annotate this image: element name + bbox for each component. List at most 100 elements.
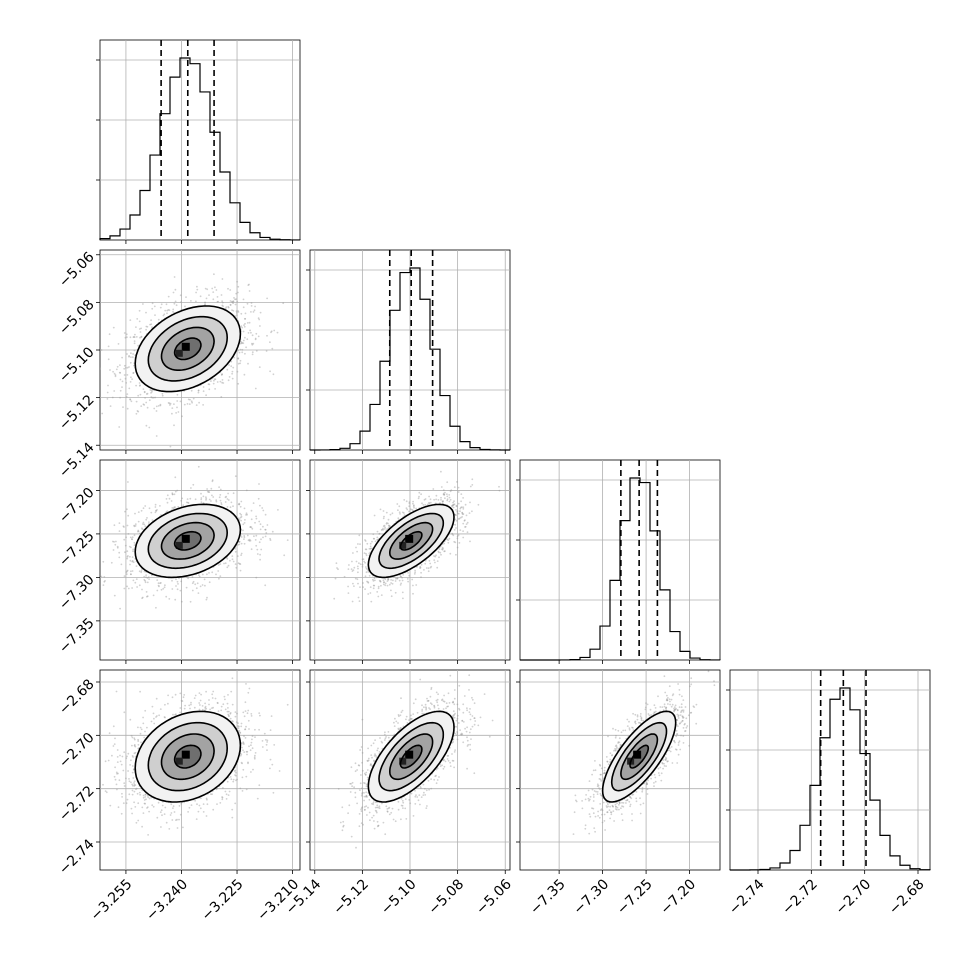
sample-point [259,325,261,327]
sample-point [364,561,366,564]
sample-point [204,287,207,290]
sample-point [143,391,146,394]
sample-point [137,520,140,523]
sample-point [126,353,128,355]
sample-point [454,523,457,526]
sample-point [138,320,141,323]
sample-point [429,501,432,504]
sample-point [158,585,160,588]
sample-point [241,341,244,344]
sample-point [264,513,267,516]
sample-point [129,398,132,401]
sample-point [125,571,128,574]
sample-point [140,570,143,572]
sample-point [220,294,223,296]
sample-point [138,570,141,573]
sample-point [172,310,174,313]
sample-point [219,494,222,496]
sample-point [234,298,236,301]
sample-point [132,372,135,374]
sample-point [217,564,220,566]
sample-point [117,343,120,345]
sample-point [207,491,210,493]
sample-point [247,362,249,365]
sample-point [143,404,146,406]
sample-point [240,325,243,327]
sample-point [238,351,241,354]
sample-point [452,503,455,506]
sample-point [243,324,245,326]
sample-point [98,541,100,543]
sample-point [138,584,141,587]
sample-point [245,514,247,516]
sample-point [185,501,188,504]
sample-point [248,539,251,542]
sample-point [387,524,390,527]
sample-point [223,562,225,565]
sample-point [439,551,442,554]
sample-point [248,290,251,292]
sample-point [208,572,210,574]
sample-point [180,600,183,603]
sample-point [131,536,134,539]
sample-point [234,563,237,565]
sample-point [227,564,230,567]
sample-point [113,372,116,375]
sample-point [243,542,246,545]
sample-point [123,538,126,541]
density-peak [175,541,183,549]
sample-point [191,589,194,592]
sample-point [121,380,124,383]
sample-point [157,582,160,585]
sample-point [460,506,463,508]
sample-point [363,552,366,554]
sample-point [231,555,234,557]
sample-point [405,500,408,503]
sample-point [122,406,124,408]
sample-point [382,525,385,528]
sample-point [441,500,444,503]
sample-point [347,585,349,588]
sample-point [382,583,385,586]
sample-point [462,513,465,515]
sample-point [227,306,230,309]
sample-point [228,364,230,366]
sample-point [168,402,171,405]
sample-point [151,302,154,305]
sample-point [164,584,166,587]
sample-point [134,512,136,515]
sample-point [174,288,177,291]
sample-point [235,310,238,313]
sample-point [242,298,245,301]
sample-point [140,327,143,330]
sample-point [141,527,143,530]
sample-point [204,584,206,587]
sample-point [143,390,146,393]
sample-point [243,325,246,328]
sample-point [146,517,148,519]
sample-point [269,539,272,541]
sample-point [369,545,372,548]
sample-point [351,570,354,572]
density-peak [181,534,190,543]
sample-point [427,570,430,573]
sample-point [200,498,203,501]
sample-point [405,507,408,509]
sample-point [133,544,136,546]
sample-point [347,568,350,570]
sample-point [129,398,132,401]
sample-point [379,508,382,511]
sample-point [142,303,144,305]
sample-point [240,542,243,545]
sample-point [383,581,385,584]
sample-point [411,508,414,511]
sample-point [427,503,429,506]
sample-point [107,384,109,387]
sample-point [412,502,414,505]
sample-point [163,313,166,316]
sample-point [242,342,245,345]
sample-point [243,535,246,537]
sample-point [232,302,235,305]
sample-point [226,368,229,371]
sample-point [118,371,121,374]
